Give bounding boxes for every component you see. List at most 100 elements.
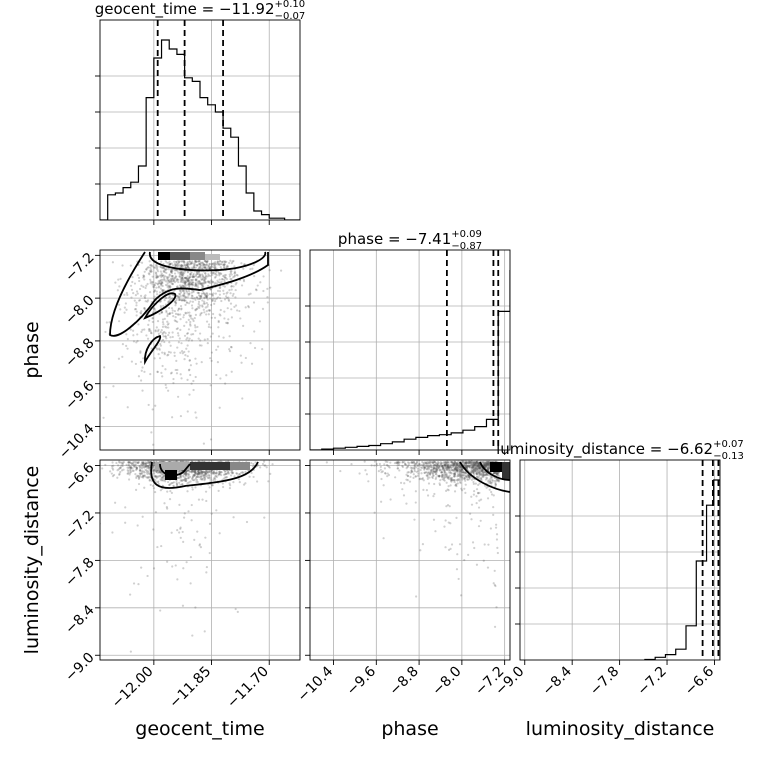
- sample-point: [433, 464, 436, 467]
- sample-point: [152, 470, 155, 473]
- sample-point: [450, 461, 453, 464]
- sample-point: [208, 263, 211, 266]
- sample-point: [444, 546, 447, 549]
- sample-point: [202, 262, 205, 266]
- sample-point: [217, 271, 220, 275]
- sample-point: [209, 274, 212, 278]
- sample-point: [169, 277, 173, 280]
- sample-point: [482, 470, 485, 473]
- sample-point: [455, 478, 458, 482]
- sample-point: [153, 472, 156, 475]
- sample-point: [185, 477, 188, 481]
- sample-point: [192, 264, 195, 267]
- sample-point: [201, 273, 204, 276]
- sample-point: [171, 565, 174, 568]
- sample-point: [111, 475, 115, 478]
- sample-point: [183, 261, 186, 264]
- sample-point: [145, 461, 148, 464]
- sample-point: [459, 470, 462, 473]
- sample-point: [178, 284, 182, 287]
- sample-point: [471, 461, 474, 464]
- sample-point: [252, 475, 255, 479]
- sample-point: [471, 470, 475, 473]
- sample-point: [210, 298, 214, 301]
- sample-point: [180, 377, 183, 380]
- sample-point: [414, 463, 418, 466]
- sample-point: [145, 476, 148, 479]
- sample-point: [450, 460, 453, 464]
- sample-point: [203, 277, 207, 280]
- sample-point: [219, 308, 222, 312]
- sample-point: [454, 465, 457, 468]
- sample-point: [194, 298, 197, 301]
- sample-point: [178, 264, 181, 267]
- sample-point: [189, 364, 192, 367]
- sample-point: [218, 471, 221, 474]
- sample-point: [481, 468, 484, 471]
- sample-point: [204, 263, 207, 267]
- sample-point: [426, 465, 429, 468]
- sample-point: [452, 464, 455, 468]
- sample-point: [166, 507, 169, 510]
- sample-point: [216, 289, 220, 292]
- sample-point: [145, 268, 148, 271]
- sample-point: [486, 462, 490, 465]
- sample-point: [155, 273, 158, 277]
- sample-point: [165, 311, 168, 314]
- sample-point: [148, 478, 151, 481]
- sample-point: [472, 471, 475, 475]
- sample-point: [483, 543, 486, 546]
- sample-point: [161, 476, 164, 479]
- sample-point: [231, 260, 234, 263]
- sample-point: [428, 476, 431, 479]
- sample-point: [204, 475, 207, 478]
- sample-point: [111, 531, 114, 534]
- sample-point: [155, 267, 158, 270]
- sample-point: [497, 473, 500, 476]
- sample-point: [163, 278, 166, 281]
- sample-point: [168, 295, 172, 298]
- sample-point: [472, 490, 476, 493]
- sample-point: [474, 463, 477, 466]
- sample-point: [480, 473, 483, 476]
- sample-point: [208, 474, 211, 477]
- sample-point: [373, 511, 376, 514]
- sample-point: [194, 471, 197, 474]
- sample-point: [194, 326, 197, 329]
- sample-point: [181, 474, 185, 477]
- sample-point: [197, 262, 201, 266]
- sample-point: [475, 475, 479, 479]
- sample-point: [184, 470, 187, 474]
- sample-point: [199, 274, 202, 277]
- sample-point: [481, 468, 484, 471]
- sample-point: [466, 461, 469, 465]
- sample-point: [195, 264, 199, 267]
- sample-point: [426, 461, 429, 464]
- sample-point: [218, 263, 221, 266]
- sample-point: [443, 463, 446, 466]
- sample-point: [485, 472, 488, 476]
- sample-point: [196, 272, 199, 276]
- sample-point: [160, 272, 163, 275]
- sample-point: [175, 483, 179, 486]
- sample-point: [179, 476, 183, 479]
- sample-point: [422, 465, 426, 468]
- sample-point: [435, 468, 438, 471]
- sample-point: [158, 347, 161, 350]
- sample-point: [423, 471, 426, 474]
- sample-point: [195, 480, 198, 483]
- sample-point: [442, 478, 445, 481]
- sample-point: [480, 470, 484, 473]
- sample-point: [442, 461, 445, 464]
- sample-point: [213, 264, 216, 267]
- sample-point: [463, 477, 466, 481]
- sample-point: [218, 274, 221, 277]
- sample-point: [170, 491, 174, 495]
- sample-point: [187, 477, 190, 480]
- sample-point: [226, 264, 229, 267]
- sample-point: [445, 466, 449, 469]
- sample-point: [192, 275, 195, 278]
- sample-point: [485, 464, 488, 468]
- sample-point: [224, 276, 227, 279]
